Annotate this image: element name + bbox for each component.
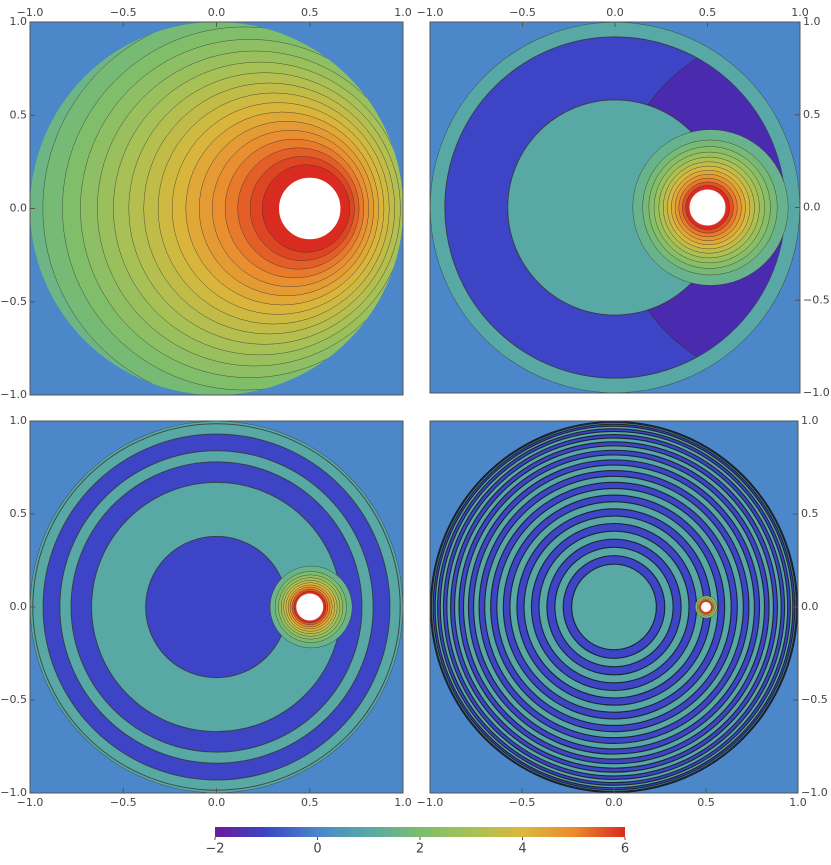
x-tick-label: 0.0 — [208, 796, 226, 809]
x-tick-label: 0.5 — [697, 796, 715, 809]
y-tick-label: −0.5 — [0, 693, 27, 706]
y-tick-label: −1.0 — [801, 786, 828, 799]
colorbar-tick-label: 4 — [518, 842, 526, 857]
contour-region — [571, 563, 657, 651]
x-tick-label: 0.0 — [606, 6, 624, 19]
x-tick-label: −1.0 — [17, 796, 44, 809]
contour-region — [699, 600, 713, 614]
y-tick-label: 1.0 — [801, 414, 819, 427]
colorbar-tick-label: 2 — [416, 842, 424, 857]
contour-region — [295, 592, 325, 622]
contour-panel: −1.0 −0.5 0.0 0.5 1.0−1.0−0.50.00.51.0 — [417, 414, 828, 809]
colorbar-tick-label: 0 — [313, 842, 321, 857]
contour-panel: −1.0 −0.5 0.0 0.5 1.0 −1.0 −0.5 0.0 0.5 1.0 — [417, 6, 830, 399]
x-tick-label: 1.0 — [789, 796, 807, 809]
y-tick-label: 1.0 — [10, 15, 28, 28]
y-tick-label: −0.5 — [801, 693, 828, 706]
x-tick-label: −1.0 — [17, 6, 44, 19]
colorbar-tick-label: −2 — [205, 842, 224, 857]
y-tick-label: 0.0 — [10, 600, 28, 613]
x-tick-label: 1.0 — [791, 6, 809, 19]
x-tick-label: 0.5 — [301, 6, 319, 19]
y-tick-label: −0.5 — [803, 293, 830, 306]
y-tick-label: 1.0 — [10, 414, 28, 427]
y-tick-label: 0.5 — [10, 108, 28, 121]
y-tick-label: 0.0 — [801, 600, 819, 613]
y-tick-label: 1.0 — [803, 15, 821, 28]
contour-panel: −1.0 −0.5 0.0 0.5 1.0−1.0−0.50.00.51.0 — [0, 6, 412, 401]
x-tick-label: 0.0 — [605, 796, 623, 809]
y-tick-label: 0.0 — [803, 201, 821, 214]
colorbar — [215, 827, 625, 837]
colorbar-tick-label: 6 — [621, 842, 629, 857]
contour-panel: −1.0 −0.5 0.0 0.5 1.0 −1.0 −0.5 0.0 0.5 1.0 — [0, 414, 411, 809]
x-tick-label: 1.0 — [394, 796, 412, 809]
x-tick-label: 0.0 — [208, 6, 226, 19]
x-tick-label: 0.5 — [699, 6, 717, 19]
x-tick-label: −1.0 — [417, 6, 444, 19]
contour-region — [688, 188, 727, 227]
hole — [277, 175, 343, 242]
x-tick-label: 0.5 — [301, 796, 319, 809]
y-tick-label: 0.5 — [10, 507, 28, 520]
y-tick-label: −1.0 — [803, 386, 830, 399]
x-tick-label: −0.5 — [110, 796, 137, 809]
x-tick-label: −0.5 — [509, 6, 536, 19]
x-tick-label: −0.5 — [509, 796, 536, 809]
contour-region — [145, 535, 288, 679]
y-tick-label: 0.5 — [803, 108, 821, 121]
y-tick-label: 0.0 — [10, 202, 28, 215]
x-tick-label: −0.5 — [110, 6, 137, 19]
x-tick-label: 1.0 — [394, 6, 412, 19]
x-tick-label: −1.0 — [417, 796, 444, 809]
y-tick-label: 0.5 — [801, 507, 819, 520]
y-tick-label: −0.5 — [0, 295, 27, 308]
y-tick-label: −1.0 — [0, 388, 27, 401]
y-tick-label: −1.0 — [0, 786, 27, 799]
